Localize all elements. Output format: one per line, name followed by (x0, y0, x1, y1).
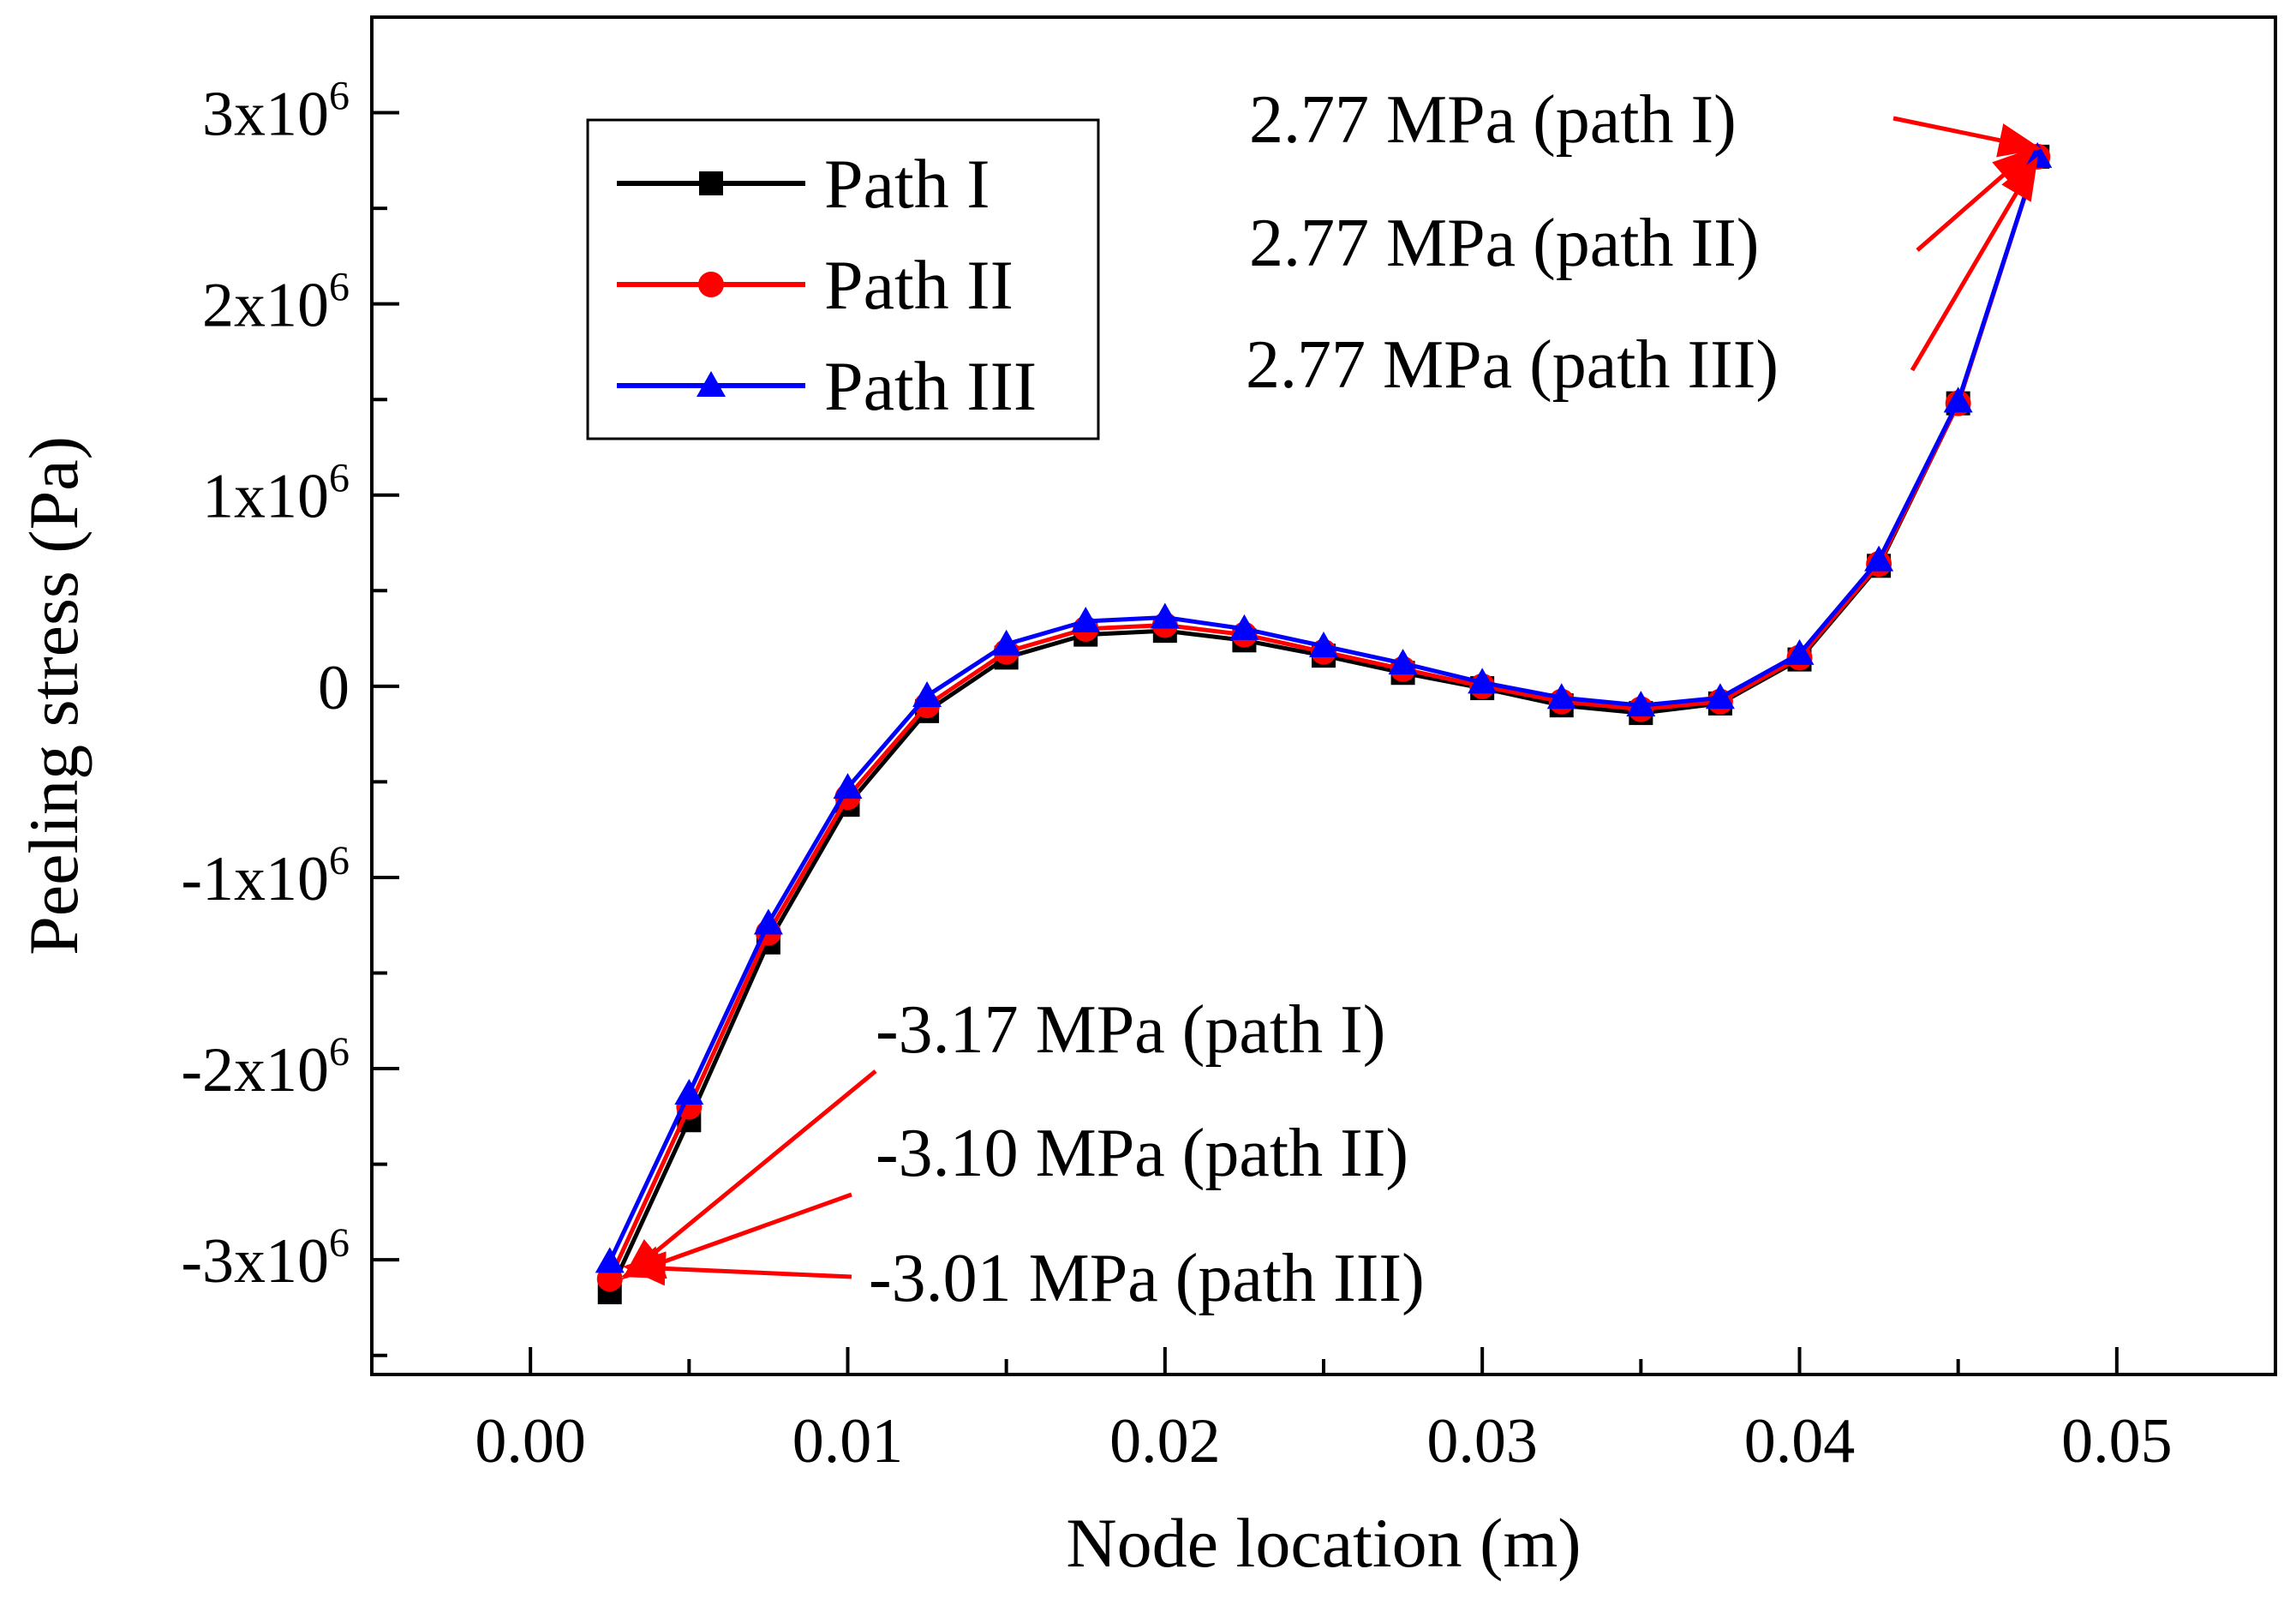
annotation: -3.10 MPa (path II) (621, 1116, 1408, 1279)
data-point (1071, 606, 1101, 632)
annotation-text: -3.01 MPa (path III) (869, 1241, 1425, 1316)
data-point (753, 908, 783, 935)
annotation-arrow (1916, 147, 2036, 252)
legend: Path I Path II Path III (586, 118, 1100, 440)
x-tick-label: 0.05 (2061, 1406, 2173, 1476)
legend-marker (698, 272, 724, 297)
annotation-arrow (622, 1251, 852, 1286)
legend-label: Path I (824, 145, 990, 223)
data-point (1864, 545, 1894, 572)
y-axis: -3x106 -2x106 -1x106 0 1x106 2x106 3x106 (181, 74, 399, 1357)
y-axis-title: Peeling stress (Pa) (15, 436, 93, 955)
annotation: -3.17 MPa (path I) (621, 992, 1385, 1280)
y-tick-label: 1x106 (202, 456, 350, 532)
data-point (1468, 668, 1498, 694)
annotations: 2.77 MPa (path I) 2.77 MPa (path II) 2.77 … (621, 82, 2042, 1316)
annotation-text: 2.77 MPa (path I) (1249, 82, 1737, 158)
data-point (1229, 614, 1259, 640)
data-point (595, 1247, 625, 1273)
legend-entry: Path II (617, 246, 1013, 324)
annotation: 2.77 MPa (path III) (1246, 156, 2038, 403)
legend-label: Path III (824, 347, 1037, 425)
x-tick-label: 0.04 (1744, 1406, 1856, 1476)
data-point (1705, 683, 1735, 710)
data-point (1150, 602, 1180, 629)
data-point (1388, 649, 1418, 675)
legend-marker (697, 371, 726, 397)
annotation-text: 2.77 MPa (path III) (1246, 327, 1779, 403)
y-tick-label: -1x106 (181, 838, 350, 914)
y-tick-label: 2x106 (202, 265, 350, 341)
annotation: -3.01 MPa (path III) (622, 1241, 1425, 1316)
data-point (1785, 638, 1815, 665)
legend-marker (699, 171, 723, 195)
data-point (991, 629, 1021, 656)
annotation-arrow (1910, 156, 2038, 372)
y-tick-label: 0 (318, 653, 350, 723)
data-point (912, 681, 942, 707)
x-axis: 0.00 0.01 0.02 0.03 0.04 0.05 (475, 1347, 2173, 1476)
series-3 (595, 141, 2053, 1273)
x-tick-label: 0.00 (475, 1406, 586, 1476)
annotation-arrow (621, 1192, 852, 1279)
x-tick-label: 0.01 (792, 1406, 904, 1476)
x-axis-title: Node location (m) (1066, 1504, 1581, 1582)
annotation-text: -3.10 MPa (path II) (876, 1116, 1408, 1191)
data-point (674, 1079, 704, 1105)
annotation-text: -3.17 MPa (path I) (876, 992, 1385, 1068)
data-point (833, 773, 863, 800)
legend-entry: Path III (617, 347, 1037, 425)
series-layer (595, 141, 2053, 1305)
data-point (1626, 691, 1656, 717)
annotation-text: 2.77 MPa (path II) (1249, 206, 1759, 281)
x-tick-label: 0.03 (1426, 1406, 1538, 1476)
annotation-arrow (621, 1069, 877, 1280)
data-point (1546, 683, 1576, 710)
legend-label: Path II (824, 246, 1013, 324)
data-point (1943, 386, 1973, 413)
annotation: 2.77 MPa (path II) (1249, 147, 2036, 281)
annotation-arrow (1892, 116, 2042, 158)
y-tick-label: 3x106 (202, 74, 350, 150)
annotation: 2.77 MPa (path I) (1249, 82, 2042, 158)
data-point (1309, 631, 1338, 657)
legend-entry: Path I (617, 145, 990, 223)
y-tick-label: -2x106 (181, 1029, 350, 1105)
y-tick-label: -3x106 (181, 1220, 350, 1297)
x-tick-label: 0.02 (1109, 1406, 1221, 1476)
